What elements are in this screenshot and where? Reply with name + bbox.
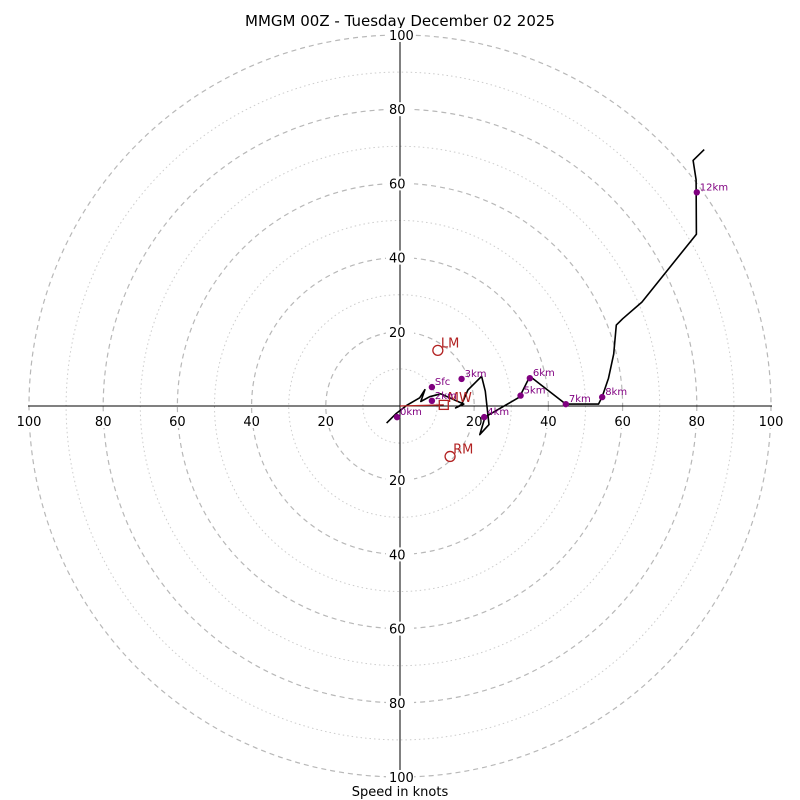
height-marker-label: 2km [435, 391, 457, 402]
height-marker-label: 3km [465, 369, 487, 380]
x-tick-bg [461, 414, 488, 428]
x-tick-bg [90, 414, 117, 428]
height-marker-label: 5km [524, 386, 546, 397]
x-tick-bg [312, 414, 339, 428]
x-tick-label: 60 [169, 415, 186, 430]
storm-motion-markers: LM RM MW [399, 336, 473, 463]
y-tick-label: 80 [389, 697, 406, 712]
x-tick-bg [683, 414, 710, 428]
height-marker-label: 12km [700, 182, 728, 193]
height-marker-label: 7km [569, 394, 591, 405]
lm-motion-label: LM [441, 336, 459, 351]
y-tick-bg [386, 473, 414, 488]
x-tick-bg [238, 414, 265, 428]
y-tick-bg [386, 250, 414, 265]
x-tick-label: 100 [759, 415, 784, 430]
height-marker-label: 8km [605, 387, 627, 398]
height-marker-dot [526, 374, 534, 382]
lm-motion-marker [432, 344, 444, 357]
height-marker-label: Sfc [435, 377, 450, 388]
y-tick-label: 80 [389, 103, 406, 118]
x-tick-bg [758, 414, 784, 428]
y-tick-label: 100 [389, 29, 414, 44]
mean-wind-label: MW [448, 391, 472, 406]
mean-wind-vector [399, 404, 444, 407]
x-tick-bg [609, 414, 636, 428]
y-tick-bg [386, 102, 414, 117]
x-tick-bg [164, 414, 191, 428]
x-tick-label: 40 [540, 415, 557, 430]
x-axis-label: Speed in knots [352, 785, 449, 800]
x-tick-label: 20 [318, 415, 335, 430]
y-tick-label: 40 [389, 548, 406, 563]
y-tick-label: 40 [389, 252, 406, 267]
height-marker-dot [598, 393, 606, 401]
y-tick-bg [386, 770, 414, 784]
rm-motion-marker [444, 450, 456, 463]
y-tick-bg [386, 28, 414, 42]
height-marker-dot [393, 413, 401, 421]
y-tick-label: 60 [389, 623, 406, 638]
y-tick-bg [386, 695, 414, 710]
mean-wind-marker [438, 399, 449, 411]
height-marker-label: 6km [533, 368, 555, 379]
x-tick-label: 60 [614, 415, 631, 430]
rm-motion-label: RM [453, 442, 473, 457]
x-tick-label: 40 [243, 415, 260, 430]
height-marker-label: 0km [400, 407, 422, 418]
height-marker-dot [428, 397, 436, 405]
height-markers: 0km Sfc 2km 3km 4km 5km 6km 7km 8km 12km [393, 182, 728, 421]
y-tick-bg [386, 547, 414, 562]
height-marker-dot [517, 392, 524, 399]
y-tick-bg [386, 621, 414, 636]
height-marker-dot [562, 400, 570, 408]
y-tick-label: 60 [389, 177, 406, 192]
y-tick-label: 20 [389, 474, 406, 489]
height-marker-dot [693, 189, 700, 196]
x-tick-bg [16, 414, 42, 428]
hodograph-trace-line [386, 149, 705, 436]
x-tick-label: 80 [689, 415, 706, 430]
y-tick-label: 20 [389, 326, 406, 341]
y-tick-label: 100 [389, 771, 414, 786]
y-tick-bg [386, 176, 414, 191]
x-tick-label: 20 [466, 415, 483, 430]
x-tick-label: 80 [95, 415, 112, 430]
wind-trace [386, 149, 705, 436]
tick-labels: 100 80 60 40 20 20 40 60 80 100 100 80 60 40 20 20 40 60 8… [16, 28, 784, 786]
height-marker-dot [458, 375, 465, 383]
y-tick-bg [386, 324, 414, 339]
height-marker-label: 4km [487, 407, 509, 418]
height-marker-dot [481, 413, 488, 421]
chart-title: MMGM 00Z - Tuesday December 02 2025 [245, 12, 555, 30]
height-marker-dot [428, 383, 436, 391]
x-tick-bg [535, 414, 562, 428]
x-tick-label: 100 [17, 415, 42, 430]
